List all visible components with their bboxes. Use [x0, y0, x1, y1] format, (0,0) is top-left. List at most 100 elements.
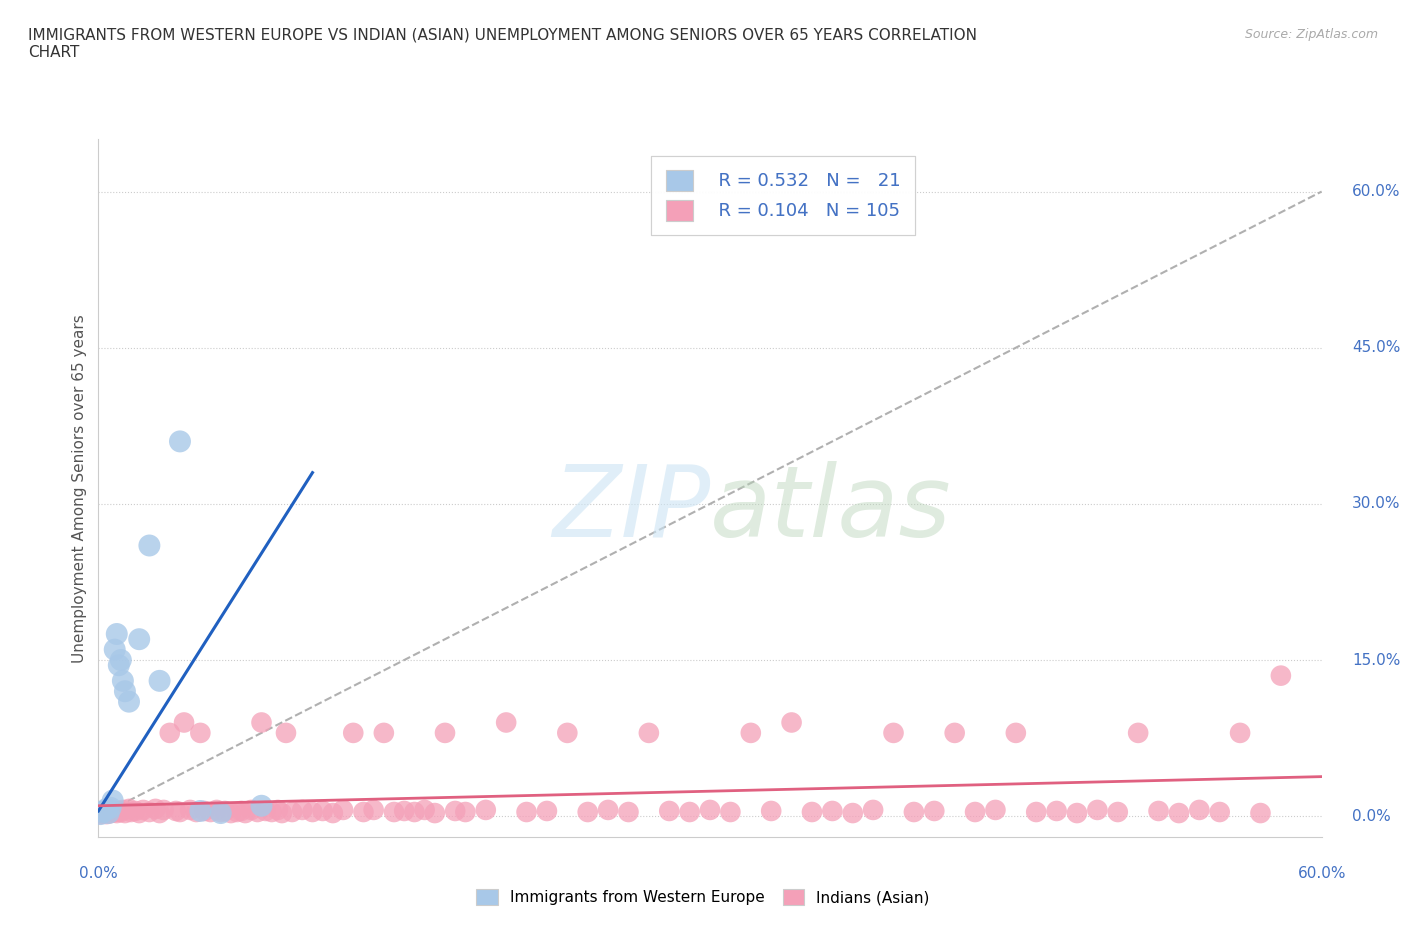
Point [922, 804, 945, 818]
Point [138, 804, 160, 819]
Point [179, 803, 201, 817]
Point [301, 804, 323, 819]
Point [281, 804, 304, 819]
Point [93, 804, 115, 818]
Point [780, 715, 803, 730]
Text: ZIP: ZIP [551, 460, 710, 558]
Point [598, 803, 620, 817]
Point [149, 673, 172, 688]
Point [250, 715, 273, 730]
Point [332, 803, 354, 817]
Point [110, 653, 132, 668]
Point [444, 804, 467, 818]
Point [209, 804, 232, 819]
Point [536, 804, 558, 818]
Point [1085, 803, 1108, 817]
Point [1249, 805, 1271, 820]
Text: 60.0%: 60.0% [1298, 866, 1346, 881]
Point [312, 804, 335, 818]
Point [718, 804, 742, 819]
Point [801, 804, 824, 819]
Point [1045, 804, 1069, 818]
Point [474, 803, 498, 817]
Point [205, 803, 228, 817]
Point [943, 725, 966, 740]
Point [404, 804, 426, 819]
Point [165, 804, 187, 818]
Point [104, 643, 127, 658]
Point [96, 806, 118, 821]
Point [1004, 725, 1026, 740]
Point [267, 803, 290, 817]
Point [699, 803, 721, 817]
Point [111, 673, 134, 688]
Point [1167, 805, 1189, 820]
Text: 15.0%: 15.0% [1353, 653, 1400, 668]
Point [89, 806, 111, 821]
Point [104, 804, 127, 819]
Point [91, 805, 114, 820]
Point [105, 805, 128, 820]
Point [679, 804, 702, 819]
Point [965, 804, 987, 819]
Point [145, 802, 167, 817]
Point [1107, 804, 1129, 819]
Point [392, 804, 416, 818]
Point [169, 434, 191, 449]
Point [516, 804, 538, 819]
Point [100, 805, 122, 820]
Point [111, 803, 134, 817]
Text: 0.0%: 0.0% [79, 866, 118, 881]
Point [169, 804, 191, 819]
Point [761, 804, 783, 818]
Point [984, 803, 1007, 817]
Point [373, 725, 395, 740]
Point [1188, 803, 1211, 817]
Point [138, 538, 160, 553]
Point [101, 803, 124, 817]
Point [352, 804, 374, 819]
Point [188, 804, 212, 818]
Point [91, 804, 114, 819]
Point [658, 804, 681, 818]
Point [214, 804, 236, 818]
Point [883, 725, 905, 740]
Point [101, 793, 124, 808]
Point [495, 715, 517, 730]
Point [637, 725, 661, 740]
Text: 0.0%: 0.0% [1353, 809, 1391, 824]
Text: 45.0%: 45.0% [1353, 340, 1400, 355]
Point [617, 804, 640, 819]
Point [260, 804, 283, 819]
Point [270, 805, 294, 820]
Point [100, 801, 122, 816]
Point [231, 804, 253, 818]
Point [93, 804, 115, 819]
Text: atlas: atlas [710, 460, 952, 558]
Point [363, 803, 385, 817]
Point [96, 802, 118, 817]
Point [322, 805, 344, 820]
Point [862, 803, 884, 817]
Point [118, 802, 141, 817]
Point [555, 725, 579, 740]
Point [186, 804, 208, 819]
Point [413, 803, 436, 817]
Point [124, 804, 146, 818]
Point [841, 805, 863, 820]
Point [149, 805, 172, 820]
Point [382, 804, 405, 819]
Point [1147, 804, 1170, 818]
Point [423, 805, 446, 820]
Point [219, 805, 242, 820]
Point [188, 725, 212, 740]
Point [1270, 668, 1292, 683]
Point [1229, 725, 1251, 740]
Point [108, 658, 131, 672]
Point [1209, 804, 1232, 819]
Point [274, 725, 297, 740]
Point [108, 804, 131, 818]
Point [342, 725, 364, 740]
Point [903, 804, 925, 819]
Point [233, 805, 256, 820]
